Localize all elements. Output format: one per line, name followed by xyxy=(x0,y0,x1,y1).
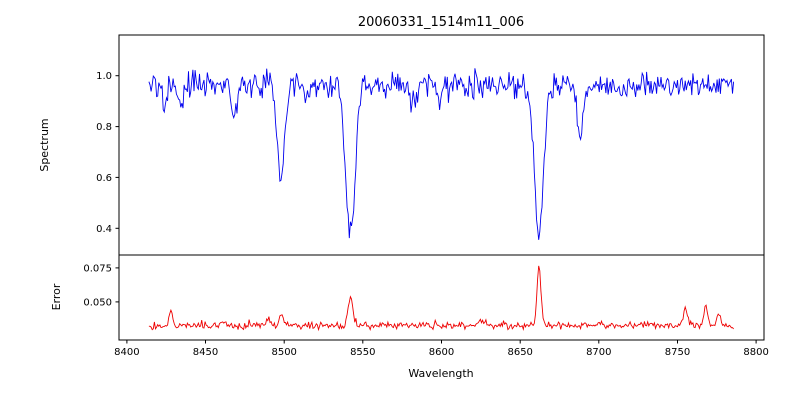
error-y-axis-label: Error xyxy=(50,283,63,310)
plot-content: 8400 8450 8500 8550 8600 8650 8700 8750 88000.40… xyxy=(83,34,769,358)
spectrum-series-line xyxy=(148,68,735,240)
spectrum-y-ticks: 0.4 0.6 0.8 1.0 xyxy=(96,71,119,235)
x-tick-label: 8400 xyxy=(114,347,139,358)
spectrum-y-tick-label: 1.0 xyxy=(96,71,112,82)
x-axis-ticks: 8400 8450 8500 8550 8600 8650 8700 8750 8800 xyxy=(114,340,769,358)
x-tick-label: 8650 xyxy=(507,347,532,358)
x-tick-label: 8500 xyxy=(271,347,296,358)
spectrum-y-tick-label: 0.6 xyxy=(96,173,112,184)
x-tick-label: 8450 xyxy=(193,347,218,358)
error-y-tick-label: 0.050 xyxy=(83,297,112,308)
x-tick-label: 8800 xyxy=(743,347,768,358)
error-series-line xyxy=(148,265,734,332)
x-tick-label: 8600 xyxy=(429,347,454,358)
x-tick-label: 8550 xyxy=(350,347,375,358)
axes-frame xyxy=(118,34,765,341)
spectrum-y-tick-label: 0.8 xyxy=(96,122,112,133)
x-axis-label: Wavelength xyxy=(408,367,473,380)
chart-title: 20060331_1514m11_006 xyxy=(358,15,524,30)
spectrum-y-tick-label: 0.4 xyxy=(96,224,112,235)
error-y-tick-label: 0.075 xyxy=(83,263,112,274)
error-y-ticks: 0.050 0.075 xyxy=(83,263,119,308)
spectrum-y-axis-label: Spectrum xyxy=(38,118,51,171)
x-tick-label: 8700 xyxy=(586,347,611,358)
x-tick-label: 8750 xyxy=(665,347,690,358)
